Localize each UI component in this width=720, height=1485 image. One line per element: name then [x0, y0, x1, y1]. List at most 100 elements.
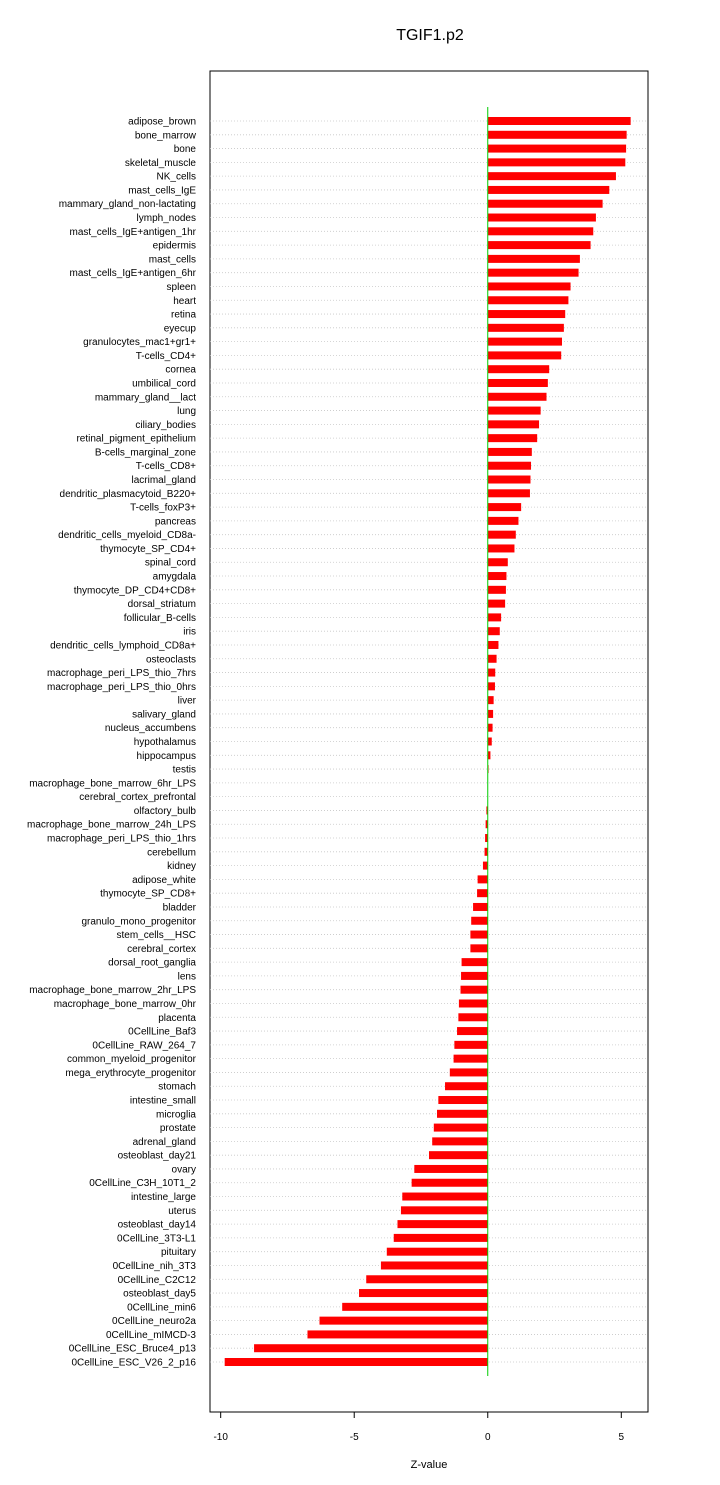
category-label: spleen [167, 282, 196, 293]
bar [487, 337, 563, 346]
bar [487, 392, 547, 401]
bar [432, 1137, 488, 1146]
bar [477, 889, 488, 898]
chart-title: TGIF1.p2 [396, 27, 464, 44]
bar [411, 1178, 488, 1187]
category-label: T-cells_CD4+ [136, 351, 196, 362]
bar [461, 958, 488, 967]
bar [485, 820, 488, 829]
bar [437, 1109, 488, 1118]
category-label: osteoclasts [146, 654, 196, 665]
bar [429, 1151, 488, 1160]
category-label: dorsal_root_ganglia [108, 958, 196, 969]
bar [414, 1164, 488, 1173]
bar [400, 1206, 488, 1215]
bar [487, 489, 530, 498]
bar [453, 1054, 488, 1063]
category-label: ciliary_bodies [135, 420, 196, 431]
category-label: granulo_mono_progenitor [81, 916, 196, 927]
category-label: microglia [156, 1109, 196, 1120]
bar [487, 213, 596, 222]
category-label: bone [174, 144, 197, 155]
bar [487, 199, 603, 208]
category-label: umbilical_cord [132, 378, 196, 389]
category-label: 0CellLine_mIMCD-3 [106, 1330, 196, 1341]
bar [458, 1013, 488, 1022]
bar [402, 1192, 488, 1201]
bar [487, 434, 538, 443]
bar [438, 1096, 488, 1105]
x-axis-title: Z-value [411, 1459, 448, 1471]
bar [487, 420, 540, 429]
bar [487, 144, 627, 153]
category-label: eyecup [164, 323, 197, 334]
bar [487, 475, 531, 484]
category-label: macrophage_bone_marrow_0hr [54, 999, 197, 1010]
bar [473, 902, 488, 911]
bar [445, 1082, 488, 1091]
bar [487, 351, 562, 360]
category-label: 0CellLine_C3H_10T1_2 [89, 1178, 196, 1189]
bar [487, 516, 519, 525]
category-label: hypothalamus [134, 737, 196, 748]
category-label: mega_erythrocyte_progenitor [65, 1068, 196, 1079]
bar [487, 709, 494, 718]
bar [487, 544, 515, 553]
bar [461, 971, 488, 980]
bar [487, 640, 499, 649]
category-label: T-cells_CD8+ [136, 461, 196, 472]
category-label: intestine_small [130, 1096, 196, 1107]
bar [487, 323, 564, 332]
category-label: retinal_pigment_epithelium [76, 434, 196, 445]
bar [487, 696, 494, 705]
bar [366, 1275, 488, 1284]
category-label: 0CellLine_min6 [127, 1302, 196, 1313]
category-label: bladder [163, 902, 197, 913]
category-label: adipose_brown [128, 117, 196, 128]
category-label: dorsal_striatum [128, 599, 196, 610]
category-label: stomach [158, 1082, 196, 1093]
bar [487, 378, 548, 387]
category-label: kidney [167, 861, 196, 872]
bar [457, 1027, 488, 1036]
bar [342, 1302, 488, 1311]
bar [449, 1068, 488, 1077]
category-label: macrophage_peri_LPS_thio_0hrs [47, 682, 196, 693]
bar [487, 461, 532, 470]
bar [487, 185, 610, 194]
category-label: T-cells_foxP3+ [130, 503, 196, 514]
category-label: mammary_gland__lact [95, 392, 196, 403]
bar [487, 254, 580, 263]
category-label: spinal_cord [145, 558, 196, 569]
x-tick-label: 0 [485, 1432, 491, 1443]
category-label: adipose_white [132, 875, 196, 886]
category-label: stem_cells__HSC [117, 930, 196, 941]
category-label: lymph_nodes [137, 213, 196, 224]
category-label: 0CellLine_3T3-L1 [117, 1233, 196, 1244]
bar [487, 599, 506, 608]
category-label: intestine_large [131, 1192, 196, 1203]
bar [386, 1247, 488, 1256]
bar [487, 668, 496, 677]
bar [487, 530, 516, 539]
bar [470, 944, 488, 953]
category-label: skeletal_muscle [125, 158, 197, 169]
bar [487, 613, 502, 622]
category-label: macrophage_peri_LPS_thio_7hrs [47, 668, 196, 679]
category-label: macrophage_bone_marrow_24h_LPS [27, 820, 196, 831]
bar [460, 985, 488, 994]
bar [487, 406, 541, 415]
category-label: thymocyte_DP_CD4+CD8+ [74, 585, 196, 596]
bar [477, 875, 488, 884]
grid-lines [210, 120, 648, 1363]
bar [397, 1220, 488, 1229]
bar [254, 1344, 488, 1353]
category-label: dendritic_cells_myeloid_CD8a- [58, 530, 196, 541]
category-label: pancreas [155, 516, 196, 527]
bar [487, 130, 627, 139]
category-label: cerebral_cortex [127, 944, 196, 955]
category-label: 0CellLine_neuro2a [112, 1316, 196, 1327]
bar [359, 1289, 488, 1298]
bar [454, 1040, 488, 1049]
